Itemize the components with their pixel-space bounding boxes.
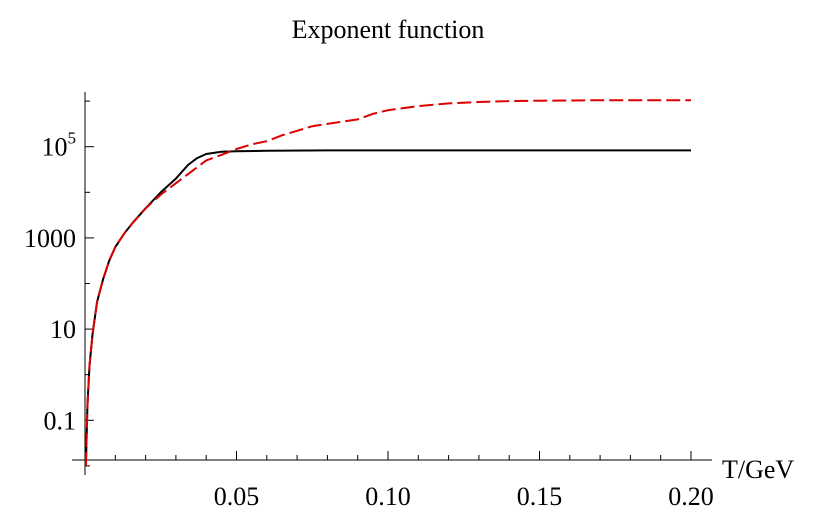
y-tick-label: 0.1	[44, 406, 77, 435]
y-tick-label: 1000	[24, 224, 76, 253]
plot-area: 0.05 0.10 0.15 0.20 0.1 10 1000 105	[24, 92, 714, 511]
x-tick-label: 0.15	[517, 482, 563, 511]
x-tick-label: 0.05	[214, 482, 260, 511]
chart-title: Exponent function	[292, 15, 485, 44]
series-line-1	[84, 149, 691, 466]
x-tick-label: 0.20	[668, 482, 714, 511]
y-tick-label: 10	[50, 315, 76, 344]
series-line-2	[84, 99, 691, 466]
x-tick-label: 0.10	[365, 482, 411, 511]
y-tick-label: 105	[42, 129, 77, 162]
x-axis-label: T/GeV	[722, 455, 794, 484]
